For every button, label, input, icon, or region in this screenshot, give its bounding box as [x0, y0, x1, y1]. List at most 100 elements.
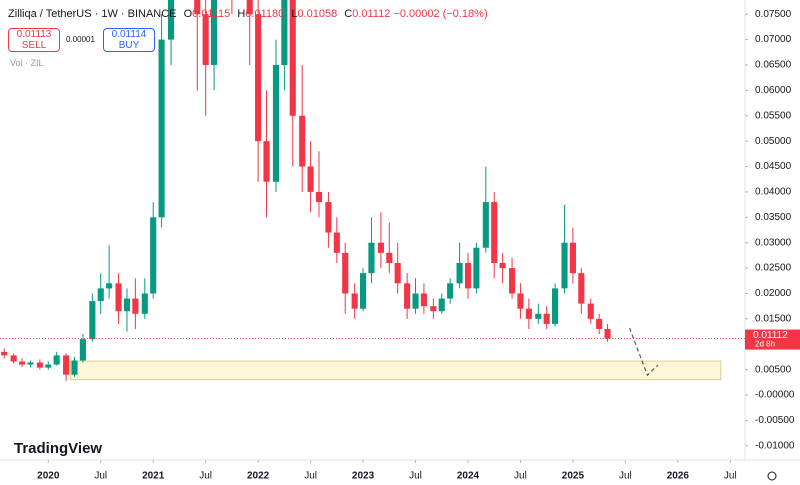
- y-tick-label: 0.04000: [755, 187, 792, 198]
- h-value: 0.01180: [245, 8, 285, 20]
- sell-label: SELL: [21, 40, 47, 51]
- candle-body: [36, 362, 43, 368]
- x-tick-label: 2024: [457, 471, 480, 482]
- x-tick-label: Jul: [619, 471, 632, 482]
- candle-body: [115, 283, 122, 312]
- candle-body: [587, 303, 594, 319]
- buy-button[interactable]: 0.01114 BUY: [103, 28, 155, 52]
- countdown: 2d 8h: [755, 340, 775, 349]
- candle-body: [53, 355, 60, 365]
- candle-body: [404, 283, 411, 309]
- candle-body: [45, 364, 52, 368]
- x-tick-label: Jul: [199, 471, 212, 482]
- settings-icon[interactable]: [767, 471, 777, 481]
- x-tick-label: Jul: [724, 471, 737, 482]
- spread: 0.00001: [66, 35, 95, 44]
- y-tick-label: 0.03000: [755, 237, 792, 248]
- plot-area: [1, 0, 722, 381]
- candle-body: [482, 202, 489, 248]
- candle-body: [281, 0, 288, 65]
- candle-body: [430, 306, 437, 312]
- y-tick-label: -0.00500: [755, 415, 795, 426]
- change: −0.00002 (−0.18%): [393, 8, 488, 20]
- candle-body: [386, 252, 393, 264]
- sell-button[interactable]: 0.01113 SELL: [8, 28, 60, 52]
- candle-body: [525, 308, 532, 319]
- volume-label[interactable]: Vol · ZIL: [10, 58, 44, 68]
- y-tick-label: 0.07000: [755, 34, 792, 45]
- y-tick-label: -0.00000: [755, 390, 795, 401]
- candle-body: [499, 263, 506, 269]
- candle-body: [89, 301, 96, 340]
- candle-body: [202, 14, 209, 65]
- support-zone: [70, 360, 722, 381]
- candle-body: [210, 0, 218, 65]
- y-tick-label: 0.00500: [755, 364, 792, 375]
- last-price-box: [745, 329, 800, 350]
- candle-body: [299, 115, 306, 167]
- symbol[interactable]: Zilliqa / TetherUS · 1W · BINANCE: [8, 8, 177, 20]
- brand[interactable]: TradingView: [14, 440, 103, 457]
- candle-body: [447, 283, 454, 299]
- x-tick-label: 2020: [37, 471, 60, 482]
- sell-price: 0.01113: [16, 29, 52, 40]
- x-tick-label: 2025: [562, 471, 585, 482]
- c-value: 0.01112: [352, 8, 391, 20]
- projection-line: [629, 327, 659, 377]
- candle-body: [150, 217, 157, 294]
- candle-body: [569, 242, 576, 274]
- y-tick-label: 0.01500: [755, 313, 792, 324]
- buy-price: 0.01114: [111, 29, 147, 40]
- candle-body: [132, 298, 139, 314]
- candle-body: [491, 202, 498, 264]
- x-tick-label: 2023: [352, 471, 375, 482]
- y-tick-label: 0.02500: [755, 263, 792, 274]
- x-tick-label: 2021: [142, 471, 165, 482]
- y-tick-label: 0.06500: [755, 60, 792, 71]
- candle-body: [333, 232, 340, 253]
- candle-body: [604, 329, 611, 339]
- candle-body: [342, 252, 349, 294]
- y-tick-label: -0.01000: [755, 440, 795, 451]
- candle-body: [456, 263, 463, 284]
- x-tick-label: 2026: [667, 471, 690, 482]
- last-price: 0.01112: [753, 330, 788, 341]
- candle-body: [535, 313, 542, 319]
- candle-body: [351, 293, 358, 309]
- candle-body: [552, 288, 559, 324]
- y-tick-label: 0.02000: [755, 288, 792, 299]
- x-tick-label: Jul: [94, 471, 107, 482]
- candle-body: [158, 39, 165, 218]
- candle-body: [438, 298, 445, 312]
- candle-body: [141, 293, 148, 314]
- candle-body: [578, 273, 585, 304]
- candle-body: [97, 288, 104, 302]
- candle-body: [18, 361, 26, 365]
- y-tick-label: 0.03500: [755, 212, 792, 223]
- h-label: H: [237, 8, 246, 20]
- candle-body: [473, 247, 480, 289]
- y-tick-label: 0.05000: [755, 136, 792, 147]
- candle-body: [412, 293, 419, 309]
- candle-body: [359, 273, 367, 309]
- buy-label: BUY: [118, 40, 140, 51]
- y-tick-label: 0.04500: [755, 161, 792, 172]
- x-tick-label: Jul: [304, 471, 317, 482]
- legend-header: Zilliqa / TetherUS · 1W · BINANCE O0.011…: [8, 8, 488, 20]
- candle-body: [27, 362, 34, 365]
- y-tick-label: 0.05500: [755, 110, 792, 121]
- x-tick-label: 2022: [247, 471, 270, 482]
- candle-body: [263, 141, 270, 182]
- candle-body: [10, 355, 17, 362]
- c-label: C: [344, 8, 353, 20]
- candle-body: [517, 293, 524, 309]
- candle-body: [543, 313, 550, 324]
- l-value: 0.01058: [297, 8, 338, 20]
- candle-body: [315, 191, 323, 203]
- candle-body: [194, 0, 201, 15]
- y-tick-label: 0.07500: [755, 9, 792, 20]
- candle-body: [123, 298, 131, 312]
- l-label: L: [291, 8, 298, 20]
